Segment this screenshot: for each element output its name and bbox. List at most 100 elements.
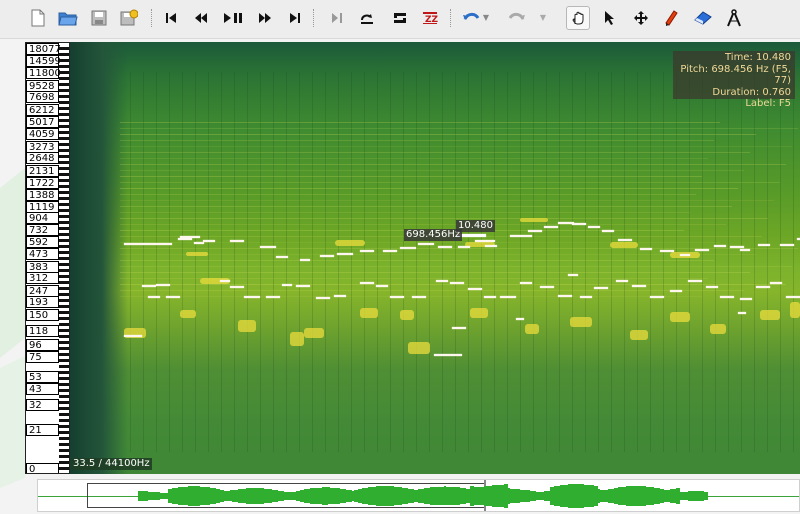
note-bar[interactable]	[124, 243, 172, 245]
note-bar[interactable]	[360, 250, 374, 252]
piano-keyboard[interactable]: 18077 14599 11800 9528 7698 6212 5017 4059 3273 2…	[25, 42, 70, 474]
rewind-icon[interactable]	[190, 7, 212, 29]
note-bar[interactable]	[485, 245, 497, 247]
open-file-icon[interactable]	[57, 7, 79, 29]
note-bar[interactable]	[650, 296, 664, 298]
note-bar[interactable]	[156, 284, 170, 286]
note-bar[interactable]	[458, 246, 470, 248]
spectrogram-view[interactable]	[70, 42, 800, 474]
note-bar[interactable]	[296, 285, 310, 287]
note-bar[interactable]	[383, 250, 397, 252]
black-key[interactable]	[59, 251, 69, 254]
note-bar[interactable]	[516, 318, 524, 320]
black-key[interactable]	[59, 275, 69, 278]
black-key[interactable]	[59, 371, 69, 374]
note-bar[interactable]	[436, 280, 448, 282]
black-key[interactable]	[59, 329, 69, 332]
black-key[interactable]	[59, 431, 69, 434]
black-key[interactable]	[59, 59, 69, 62]
black-key[interactable]	[59, 281, 69, 284]
note-bar[interactable]	[178, 238, 192, 240]
note-bar[interactable]	[797, 238, 800, 240]
note-bar[interactable]	[756, 286, 770, 288]
note-bar[interactable]	[632, 285, 646, 287]
note-bar[interactable]	[316, 297, 330, 299]
note-bar[interactable]	[528, 230, 542, 232]
note-bar[interactable]	[124, 335, 142, 337]
black-key[interactable]	[59, 245, 69, 248]
black-key[interactable]	[59, 257, 69, 260]
loop-icon[interactable]	[356, 7, 378, 29]
black-key[interactable]	[59, 203, 69, 206]
note-bar[interactable]	[266, 296, 280, 298]
black-key[interactable]	[59, 197, 69, 200]
solo-s-icon[interactable]	[389, 7, 411, 29]
eraser-icon[interactable]	[692, 7, 714, 29]
note-bar[interactable]	[452, 327, 466, 329]
note-bar[interactable]	[334, 295, 346, 297]
note-bar[interactable]	[618, 239, 632, 241]
note-bar[interactable]	[390, 296, 404, 298]
black-key[interactable]	[59, 227, 69, 230]
redo-icon[interactable]	[506, 7, 528, 29]
note-bar[interactable]	[260, 246, 276, 248]
note-bar[interactable]	[376, 285, 388, 287]
note-bar[interactable]	[220, 280, 230, 282]
note-bar[interactable]	[337, 253, 353, 255]
black-key[interactable]	[59, 359, 69, 362]
black-key[interactable]	[59, 191, 69, 194]
black-key[interactable]	[59, 215, 69, 218]
note-bar[interactable]	[276, 256, 288, 258]
black-key[interactable]	[59, 395, 69, 398]
black-key[interactable]	[59, 425, 69, 428]
note-bar[interactable]	[660, 250, 674, 252]
black-key[interactable]	[59, 143, 69, 146]
note-bar[interactable]	[400, 247, 416, 249]
selected-note-bar[interactable]	[456, 234, 486, 237]
black-key[interactable]	[59, 233, 69, 236]
hand-tool-icon[interactable]	[566, 6, 590, 30]
note-bar[interactable]	[540, 286, 554, 288]
black-key[interactable]	[59, 335, 69, 338]
note-bar[interactable]	[706, 286, 718, 288]
black-key[interactable]	[59, 77, 69, 80]
note-bar[interactable]	[602, 230, 614, 232]
note-bar[interactable]	[360, 282, 374, 284]
black-key[interactable]	[59, 167, 69, 170]
note-bar[interactable]	[738, 312, 746, 314]
note-bar[interactable]	[740, 298, 752, 300]
note-bar[interactable]	[194, 242, 204, 244]
black-key[interactable]	[59, 299, 69, 302]
save-icon[interactable]	[88, 7, 110, 29]
black-key[interactable]	[59, 185, 69, 188]
black-key[interactable]	[59, 155, 69, 158]
note-bar[interactable]	[282, 284, 292, 286]
black-key[interactable]	[59, 179, 69, 182]
note-bar[interactable]	[640, 248, 652, 250]
note-bar[interactable]	[450, 282, 464, 284]
note-bar[interactable]	[680, 254, 690, 256]
black-key[interactable]	[59, 449, 69, 452]
pencil-icon[interactable]	[660, 7, 682, 29]
black-key[interactable]	[59, 101, 69, 104]
play-pause-icon[interactable]	[222, 7, 244, 29]
note-bar[interactable]	[770, 282, 782, 284]
note-bar[interactable]	[558, 222, 574, 224]
note-bar[interactable]	[714, 245, 726, 247]
skip-start-icon[interactable]	[160, 7, 182, 29]
save-as-icon[interactable]	[118, 7, 140, 29]
black-key[interactable]	[59, 161, 69, 164]
black-key[interactable]	[59, 287, 69, 290]
note-bar[interactable]	[203, 240, 215, 242]
black-key[interactable]	[59, 455, 69, 458]
black-key[interactable]	[59, 47, 69, 50]
skip-end-icon[interactable]	[284, 7, 306, 29]
black-key[interactable]	[59, 389, 69, 392]
note-bar[interactable]	[740, 249, 750, 251]
fast-forward-icon[interactable]	[254, 7, 276, 29]
note-bar[interactable]	[300, 259, 310, 261]
note-bar[interactable]	[568, 274, 578, 276]
black-key[interactable]	[59, 71, 69, 74]
black-key[interactable]	[59, 383, 69, 386]
black-key[interactable]	[59, 317, 69, 320]
